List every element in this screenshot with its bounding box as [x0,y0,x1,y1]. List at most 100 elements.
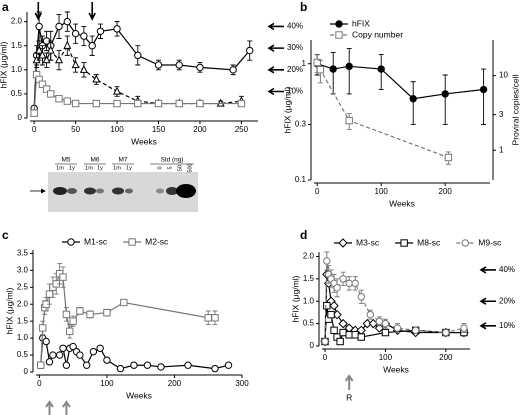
legend-label: M9-sc [478,237,502,247]
data-point [46,45,55,54]
data-point [45,358,54,366]
data-point [444,153,453,162]
data-point [336,337,344,346]
y-tick-label: 0.5 [11,89,23,98]
panel-label: c [2,228,9,242]
data-point [377,65,385,73]
gel-band [67,188,77,194]
data-point [39,324,47,332]
gel-band [125,188,133,194]
data-point [120,298,128,307]
x-tick-label: 0 [315,187,320,196]
panel-label: b [300,0,307,14]
data-point [362,318,373,329]
annotation-arrow [267,66,284,74]
data-point [103,356,111,364]
legend-label: Copy number [352,29,403,39]
y2-tick-label: 10 [499,71,508,80]
series [37,334,233,373]
data-point [49,351,57,359]
x-tick-label: 100 [110,125,124,134]
series [321,251,468,346]
y-tick-label: 0.5 [17,350,29,359]
y-tick-label: 1.0 [17,333,29,342]
y-tick-label: 3.0 [17,265,29,274]
x-tick-label: 200 [439,187,453,196]
data-point [154,99,163,108]
data-point [59,273,67,281]
x-tick-label: 50 [71,125,80,134]
data-point [366,310,375,319]
data-point [69,317,77,325]
y-tick-label: 0 [310,341,315,350]
y-tick-label: 1.0 [303,296,315,305]
legend-label: M8-sc [417,237,441,247]
data-point [393,324,402,332]
annotation-arrow [479,322,496,330]
data-point [329,301,339,311]
data-point [96,27,105,35]
y-tick-label: 1.5 [11,41,23,50]
treatment-arrow [62,400,71,415]
y-tick-label: 0 [24,367,29,376]
annotation-label: 30% [287,43,303,52]
legend-marker [335,31,343,39]
error-bar [481,68,487,125]
data-point [216,98,225,107]
data-point [143,361,152,369]
y-tick-label: 2.0 [17,299,29,308]
data-point [113,25,121,33]
data-point [323,302,331,310]
treatment-arrow [344,374,354,390]
data-point [113,86,122,95]
annotation-arrow [479,266,496,274]
data-point [38,80,47,88]
data-point [224,361,233,369]
data-point [71,29,80,38]
data-point [184,361,192,369]
data-point [103,308,111,317]
series-line [316,62,449,159]
data-point [92,99,101,108]
data-point [409,95,417,103]
annotation-label: 10% [499,321,515,330]
y-tick-label: 1 [302,59,307,68]
data-point [323,257,331,265]
data-point [157,363,165,371]
legend-marker [335,20,343,28]
x-axis-title: Weeks [389,198,415,208]
gel-lane-label: 1m [85,165,93,171]
y-tick-label: 2.0 [303,252,315,261]
treatment-arrow [45,400,54,415]
data-point [460,324,468,332]
x-tick-label: 0 [37,379,42,388]
panel-label: a [2,0,9,14]
data-point [345,62,353,71]
data-point [32,55,41,64]
gel-band [84,187,96,195]
data-point [329,65,337,73]
data-point [62,361,71,369]
annotation-label: 20% [499,296,515,305]
data-point [338,318,348,329]
gel-band [176,184,196,198]
data-point [71,99,80,108]
data-point [47,90,55,98]
data-point [80,32,88,40]
data-point [339,275,347,283]
series [30,35,246,117]
y-tick-label: 1.5 [17,316,29,325]
injection-arrow [88,2,96,21]
data-point [175,99,183,108]
data-point [345,279,353,288]
y-tick-label: 0.3 [295,120,307,129]
data-point [62,310,71,319]
gel-lane-label: 50 [177,165,183,171]
data-point [351,279,359,288]
data-point [42,337,50,346]
gel-band [156,188,164,194]
series [37,263,219,369]
data-point [154,61,163,69]
data-point [89,347,98,356]
